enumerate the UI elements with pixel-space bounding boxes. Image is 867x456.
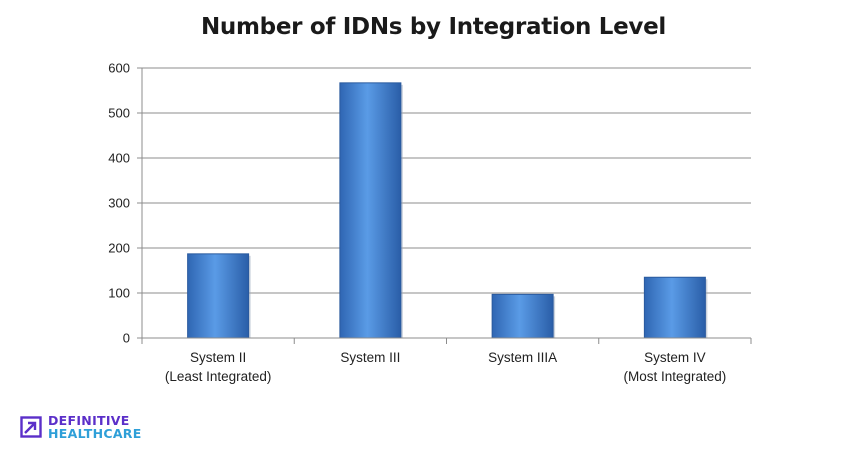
- bars: [187, 82, 708, 339]
- x-tick-label: System IV (Most Integrated): [623, 350, 726, 384]
- y-tick-label: 100: [108, 286, 130, 301]
- x-tick-label: System II (Least Integrated): [165, 350, 272, 384]
- bar: [339, 82, 402, 339]
- y-tick-label: 200: [108, 241, 130, 256]
- y-tick-label: 500: [108, 106, 130, 121]
- logo-mark-icon: [20, 416, 42, 438]
- y-tick-label: 300: [108, 196, 130, 211]
- logo-line2: HEALTHCARE: [48, 426, 142, 441]
- y-tick-label: 400: [108, 151, 130, 166]
- bar: [491, 293, 554, 339]
- axis-labels: 0 100 200 300 400 500 600 System II (Least Integ…: [108, 61, 726, 385]
- logo-line1: DEFINITIVE: [48, 413, 130, 428]
- bar: [187, 253, 250, 339]
- y-tick-label: 600: [108, 61, 130, 76]
- chart-title: Number of IDNs by Integration Level: [200, 14, 667, 40]
- axes: [137, 67, 752, 344]
- bar: [643, 276, 706, 339]
- y-tick-label: 0: [123, 331, 130, 346]
- x-tick-label: System IIIA: [488, 350, 557, 365]
- x-tick-label: System III: [340, 350, 400, 365]
